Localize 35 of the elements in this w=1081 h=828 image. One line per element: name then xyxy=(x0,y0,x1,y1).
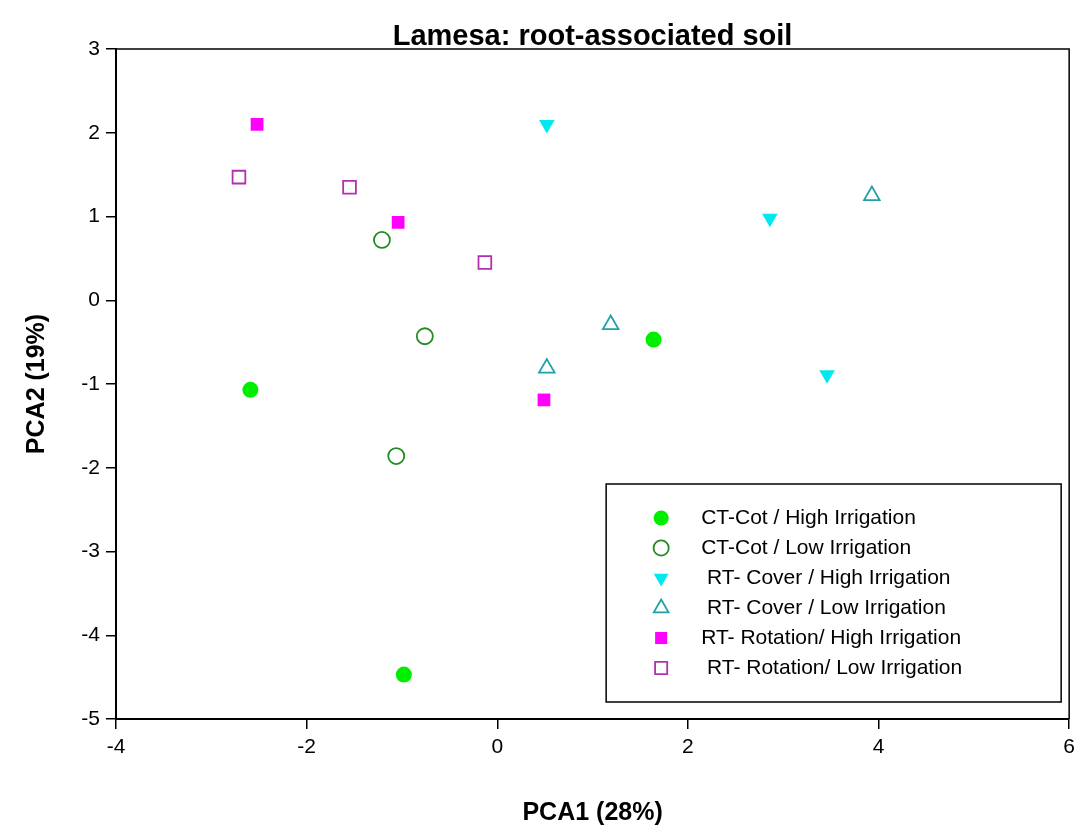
y-tick-label: -3 xyxy=(81,538,100,562)
x-tick-label: -4 xyxy=(106,734,126,758)
legend-label: RT- Cover / Low Irrigation xyxy=(701,594,946,618)
x-tick-label: 0 xyxy=(491,734,504,758)
x-tick-label: 6 xyxy=(1063,734,1075,758)
legend-label: CT-Cot / High Irrigation xyxy=(701,504,916,528)
legend-label: RT- Cover / High Irrigation xyxy=(701,564,951,588)
point xyxy=(242,381,259,398)
point xyxy=(387,447,406,465)
y-tick-label: 0 xyxy=(88,287,100,311)
y-tick-label: -5 xyxy=(81,705,100,729)
y-tick-label: -4 xyxy=(81,622,101,646)
y-tick-label: 1 xyxy=(88,203,100,227)
x-tick-label: -2 xyxy=(297,734,316,758)
point xyxy=(395,666,412,683)
legend-label: CT-Cot / Low Irrigation xyxy=(701,534,912,558)
x-tick-label: 4 xyxy=(872,734,885,758)
point xyxy=(373,231,391,249)
point xyxy=(342,179,357,195)
point xyxy=(415,327,434,346)
point xyxy=(250,118,264,131)
y-tick-label: -2 xyxy=(81,454,100,478)
chart-title: Lamesa: root-associated soil xyxy=(392,18,793,51)
point xyxy=(231,169,247,185)
y-tick-label: -1 xyxy=(81,370,100,394)
y-axis-title: PCA2 (19%) xyxy=(20,313,49,455)
point xyxy=(645,331,662,348)
point xyxy=(477,255,493,270)
legend-label: RT- Rotation/ High Irrigation xyxy=(701,624,962,648)
x-axis-title: PCA1 (28%) xyxy=(522,796,663,825)
legend-label: RT- Rotation/ Low Irrigation xyxy=(701,654,963,678)
y-tick-label: 3 xyxy=(88,35,100,59)
y-tick-label: 2 xyxy=(88,119,100,143)
x-tick-label: 2 xyxy=(682,734,694,758)
point xyxy=(391,216,405,229)
